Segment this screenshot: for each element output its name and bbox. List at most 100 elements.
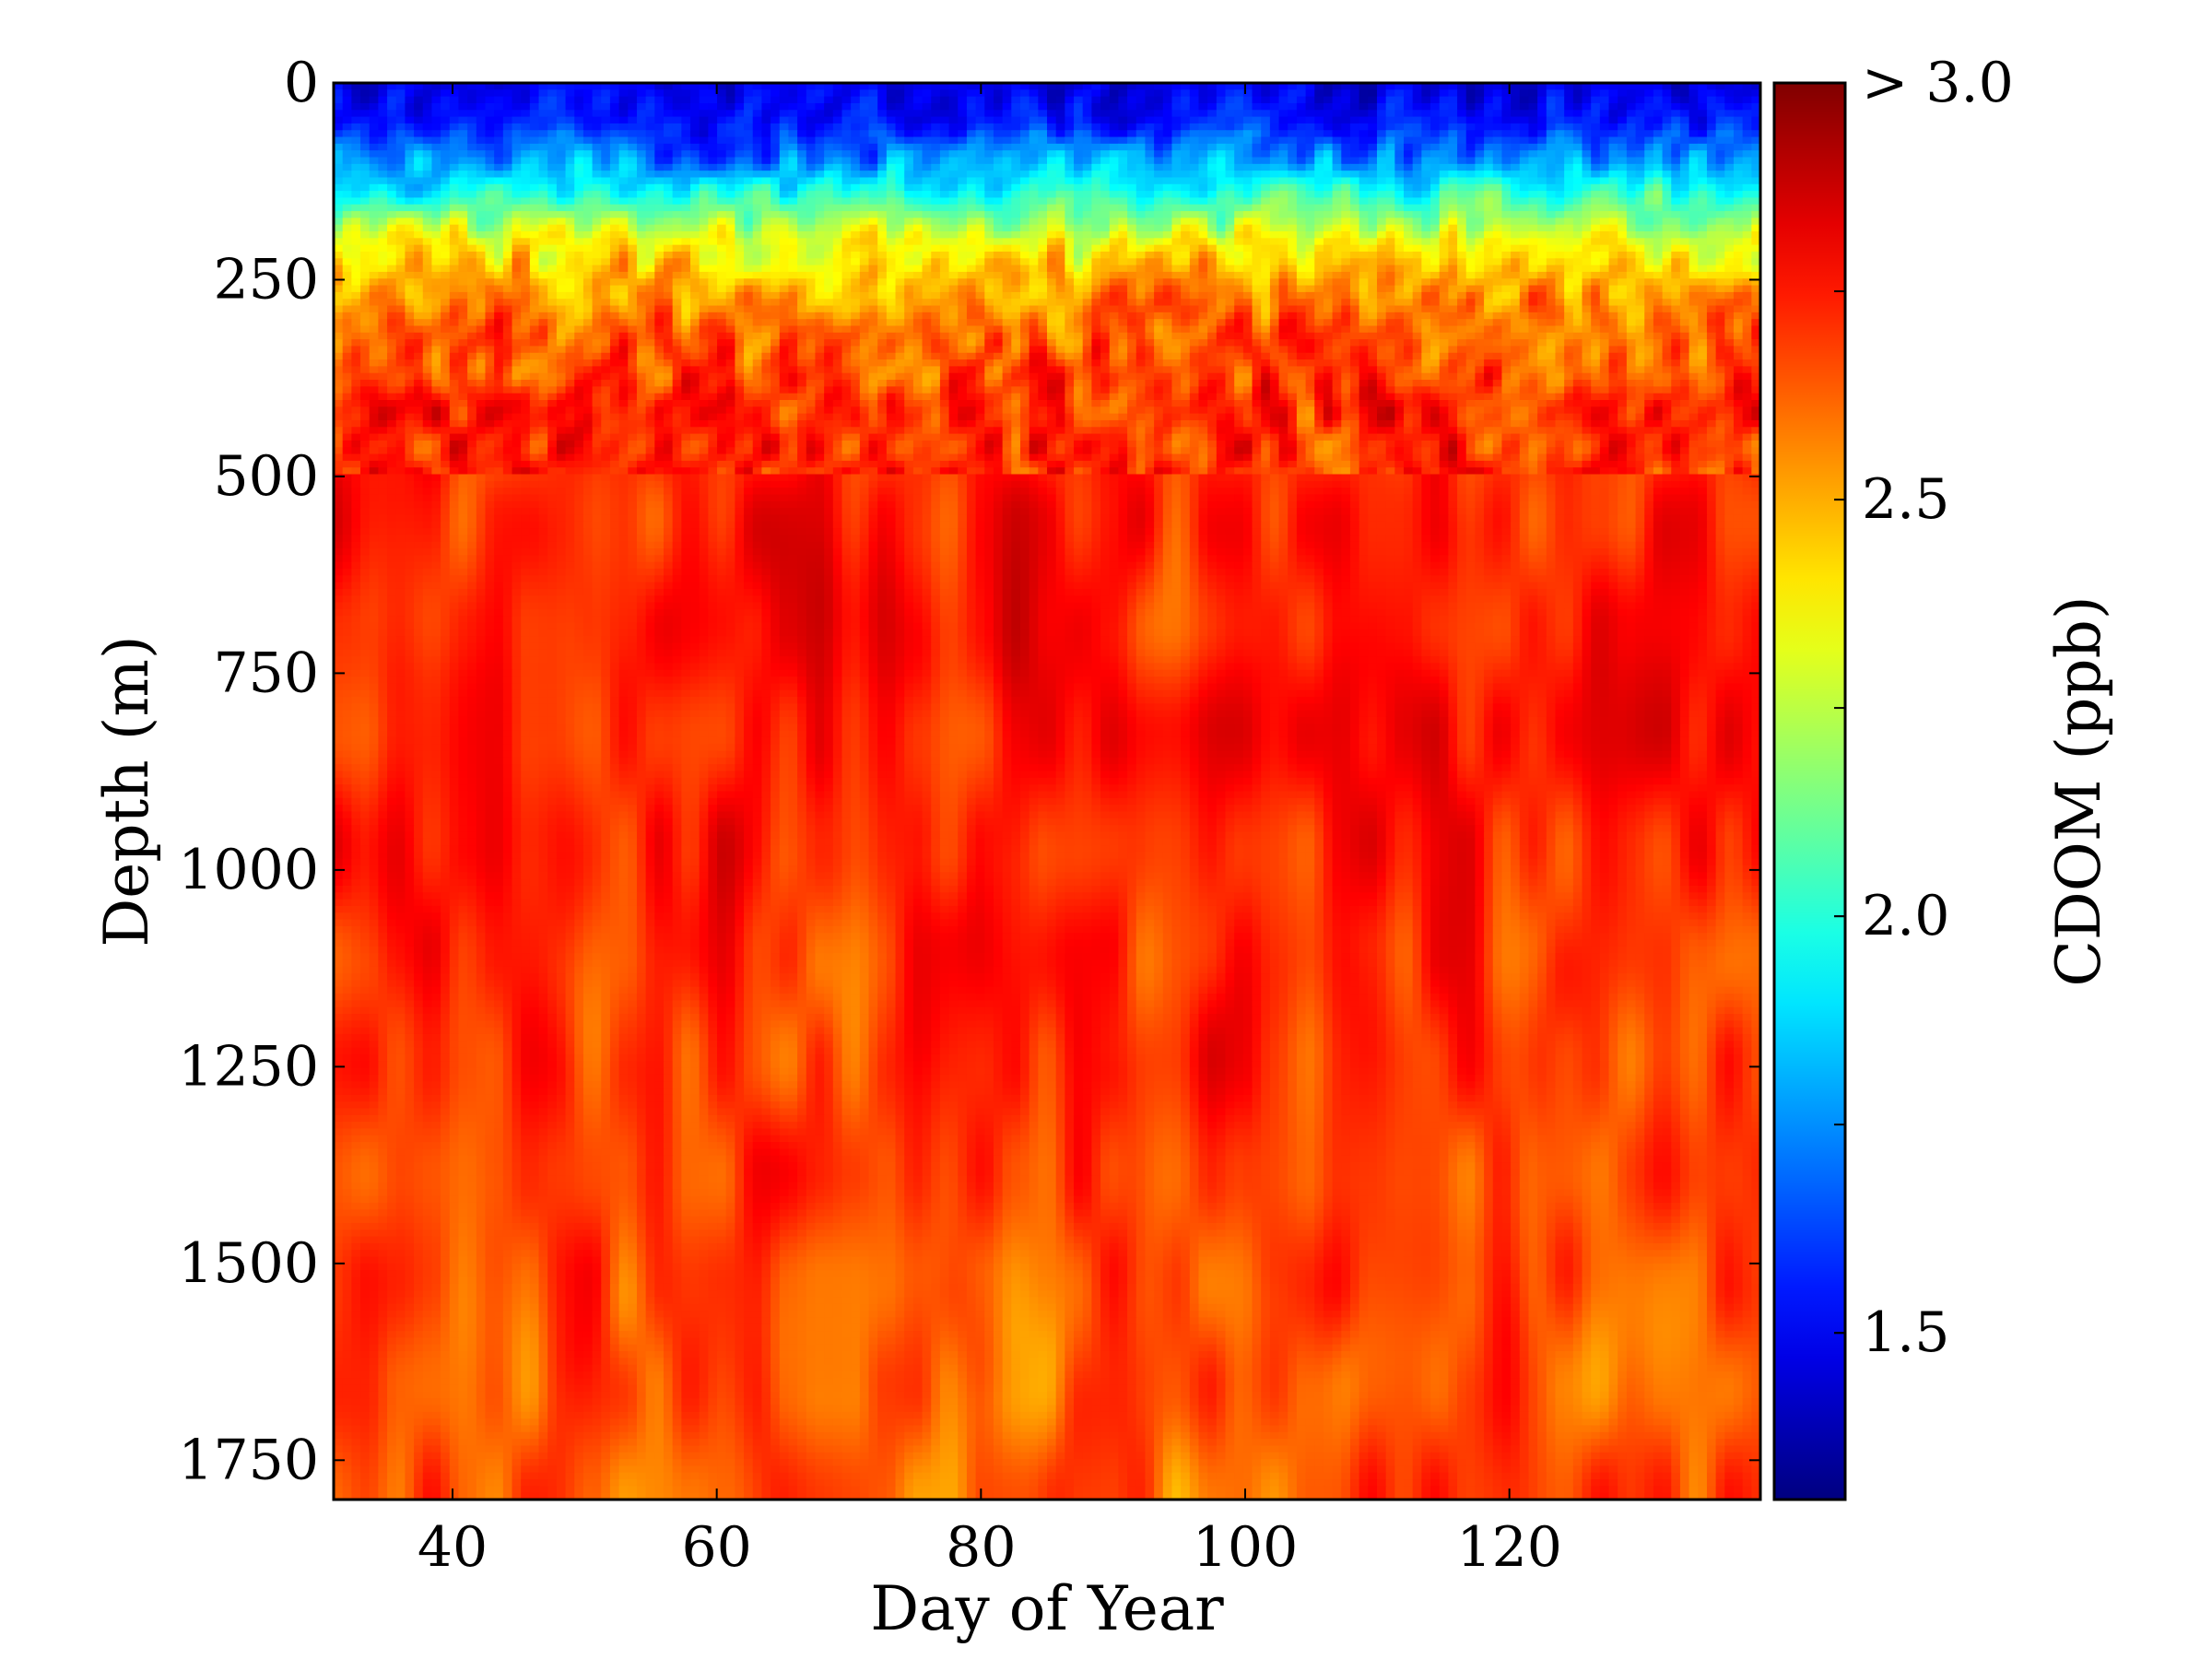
- heatmap-cell: [1198, 285, 1208, 293]
- heatmap-cell: [1252, 89, 1262, 98]
- heatmap-cell: [948, 163, 959, 171]
- heatmap-cell: [1644, 204, 1654, 212]
- heatmap-cell: [1394, 83, 1405, 90]
- heatmap-cell: [529, 163, 540, 171]
- heatmap-cell: [1591, 116, 1601, 124]
- heatmap-cell: [1618, 251, 1628, 259]
- heatmap-cell: [378, 238, 388, 246]
- heatmap-cell: [690, 136, 700, 145]
- heatmap-cell: [1421, 278, 1431, 287]
- heatmap-cell: [547, 157, 558, 165]
- heatmap-cell: [628, 258, 638, 266]
- heatmap-cell: [342, 150, 352, 159]
- heatmap-cell: [485, 211, 495, 218]
- heatmap-cell: [779, 218, 790, 226]
- heatmap-cell: [1029, 163, 1039, 171]
- heatmap-cell: [387, 116, 397, 124]
- heatmap-cell: [931, 130, 941, 138]
- heatmap-cell: [1404, 238, 1414, 246]
- heatmap-cell: [851, 218, 861, 226]
- heatmap-cell: [1305, 183, 1315, 192]
- heatmap-cell: [939, 163, 950, 171]
- heatmap-cell: [1118, 204, 1128, 212]
- heatmap-cell: [699, 224, 709, 232]
- heatmap-cell: [1305, 285, 1315, 293]
- heatmap-cell: [1269, 224, 1280, 232]
- heatmap-cell: [1519, 271, 1530, 279]
- heatmap-cell: [1038, 102, 1048, 111]
- heatmap-cell: [1385, 89, 1395, 98]
- heatmap-cell: [1626, 224, 1637, 232]
- heatmap-cell: [841, 123, 852, 131]
- heatmap-cell: [1091, 89, 1101, 98]
- heatmap-cell: [877, 96, 888, 104]
- heatmap-cell: [681, 163, 691, 171]
- heatmap-cell: [1412, 244, 1422, 253]
- heatmap-cell: [966, 244, 977, 253]
- heatmap-cell: [1145, 110, 1155, 118]
- heatmap-cell: [592, 191, 602, 199]
- heatmap-cell: [895, 265, 905, 273]
- heatmap-cell: [1599, 197, 1610, 206]
- heatmap-cell: [1154, 102, 1164, 111]
- heatmap-cell: [1181, 197, 1191, 206]
- heatmap-cell: [806, 244, 817, 253]
- heatmap-cell: [725, 278, 735, 287]
- heatmap-cell: [1074, 204, 1084, 212]
- heatmap-cell: [1242, 150, 1253, 159]
- heatmap-cell: [841, 197, 852, 206]
- heatmap-cell: [1029, 150, 1039, 159]
- heatmap-cell: [369, 157, 379, 165]
- heatmap-cell: [502, 285, 513, 293]
- heatmap-cell: [1644, 83, 1654, 90]
- heatmap-cell: [1162, 110, 1173, 118]
- heatmap-cell: [1653, 224, 1664, 232]
- heatmap-cell: [601, 183, 611, 192]
- heatmap-cell: [1733, 183, 1744, 192]
- heatmap-cell: [414, 171, 424, 179]
- heatmap-cell: [1751, 136, 1761, 145]
- heatmap-cell: [1644, 89, 1654, 98]
- heatmap-cell: [1261, 136, 1271, 145]
- heatmap-cell: [1511, 177, 1521, 185]
- heatmap-cell: [441, 251, 451, 259]
- heatmap-cell: [1688, 171, 1699, 179]
- heatmap-cell: [441, 96, 451, 104]
- heatmap-cell: [904, 83, 914, 90]
- heatmap-cell: [1118, 83, 1128, 90]
- heatmap-cell: [1162, 157, 1173, 165]
- heatmap-cell: [431, 224, 441, 232]
- heatmap-cell: [351, 150, 361, 159]
- heatmap-cell: [1644, 130, 1654, 138]
- heatmap-cell: [1662, 244, 1672, 253]
- heatmap-cell: [351, 130, 361, 138]
- heatmap-cell: [521, 204, 531, 212]
- heatmap-cell: [654, 191, 665, 199]
- heatmap-cell: [744, 265, 754, 273]
- heatmap-cell: [1528, 116, 1538, 124]
- heatmap-cell: [1242, 224, 1253, 232]
- heatmap-cell: [1724, 89, 1735, 98]
- heatmap-cell: [351, 278, 361, 287]
- heatmap-cell: [912, 83, 924, 90]
- heatmap-cell: [1296, 89, 1307, 98]
- heatmap-cell: [547, 271, 558, 279]
- heatmap-cell: [521, 291, 531, 300]
- heatmap-cell: [1635, 136, 1645, 145]
- heatmap-cell: [1484, 183, 1494, 192]
- heatmap-cell: [859, 204, 870, 212]
- heatmap-cell: [1038, 231, 1048, 239]
- heatmap-cell: [1065, 123, 1075, 131]
- heatmap-cell: [1439, 150, 1449, 159]
- heatmap-cell: [1662, 123, 1672, 131]
- heatmap-cell: [1635, 224, 1645, 232]
- heatmap-cell: [931, 271, 941, 279]
- heatmap-cell: [1706, 116, 1717, 124]
- heatmap-cell: [1038, 238, 1048, 246]
- heatmap-cell: [958, 231, 968, 239]
- heatmap-cell: [1296, 130, 1307, 138]
- heatmap-cell: [1278, 171, 1288, 179]
- heatmap-cell: [1100, 218, 1111, 226]
- heatmap-cell: [1724, 110, 1735, 118]
- heatmap-cell: [582, 285, 594, 293]
